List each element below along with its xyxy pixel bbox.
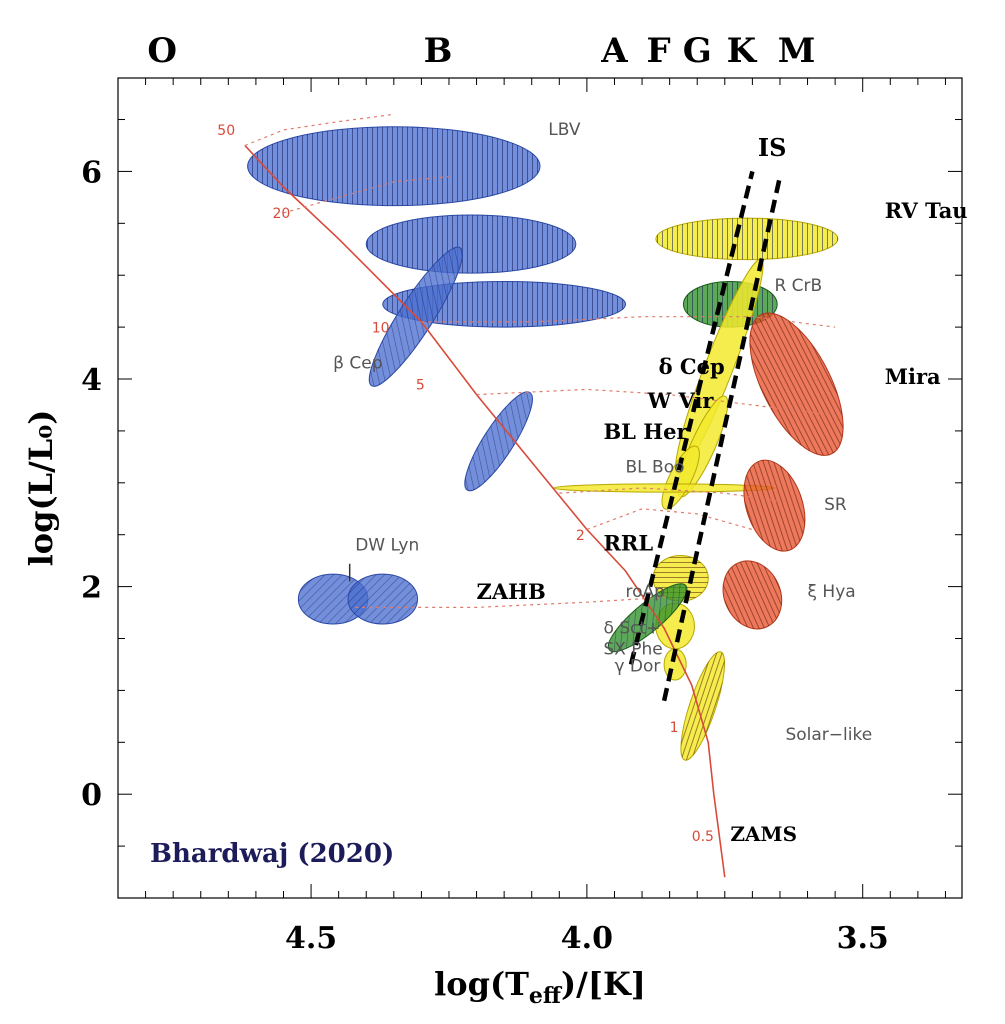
label-gamma-dor: γ Dor — [614, 657, 660, 677]
y-axis-label: log(L/L₀) — [22, 410, 60, 567]
region-solar-like — [680, 651, 726, 761]
region-hatch — [749, 312, 844, 456]
region-delta-sct — [607, 583, 688, 653]
spectral-class-g: G — [683, 31, 712, 71]
label-delta-cep: δ Cep — [659, 354, 725, 379]
region-sr — [743, 459, 806, 552]
spectral-class-o: O — [147, 31, 177, 71]
label-bl-her: BL Her — [603, 419, 688, 444]
region-zahb-right — [347, 573, 419, 625]
region-hatch — [366, 215, 576, 274]
label-solar-like: Solar−like — [785, 725, 872, 745]
credit-label: Bhardwaj (2020) — [150, 839, 394, 869]
is-label: IS — [758, 133, 787, 162]
region-hatch — [723, 560, 782, 629]
mass-label-2: 2 — [576, 528, 585, 544]
x-axis-label: log(Teff)/[K] — [434, 965, 646, 1009]
label-rv-tau: RV Tau — [885, 198, 968, 223]
region-lbv — [247, 126, 541, 207]
label-roap: roAp — [626, 582, 665, 602]
label-xi-hya: ξ Hya — [808, 582, 856, 602]
label-lbv: LBV — [548, 120, 581, 140]
region-beta-cep-lower — [464, 391, 533, 492]
region-hatch — [348, 574, 418, 624]
region-hatch — [680, 651, 725, 761]
x-tick-label: 4.5 — [285, 921, 337, 956]
label-sr: SR — [824, 495, 847, 515]
plot-border — [117, 77, 963, 899]
region-rv-tau — [655, 217, 839, 261]
evolution-track — [283, 176, 450, 214]
zams-label: ZAMS — [730, 822, 797, 846]
evolution-track — [355, 596, 670, 609]
region-shape — [553, 483, 775, 493]
region-hatch — [464, 391, 533, 491]
label-r-crb: R CrB — [774, 276, 822, 296]
region-hatch — [247, 126, 540, 206]
spectral-class-m: M — [778, 31, 816, 71]
label-mira: Mira — [885, 364, 941, 389]
spectral-class-a: A — [600, 31, 628, 71]
is-blue-edge — [628, 170, 755, 665]
label-w-vir: W Vir — [647, 388, 715, 413]
evolution-track — [586, 508, 753, 531]
y-tick-label: 4 — [81, 363, 102, 398]
label-zahb-right: ZAHB — [477, 579, 546, 604]
label-rrl: RRL — [603, 530, 653, 555]
x-tick-label: 3.5 — [837, 921, 889, 956]
region-bl-her — [661, 445, 700, 510]
label-delta-sct: δ Sct+ SX Phe — [603, 618, 662, 659]
region-hatch — [655, 218, 838, 260]
instability-strip: IS — [628, 133, 787, 702]
region-hatch — [608, 583, 687, 652]
mass-label-10: 10 — [372, 320, 390, 336]
mass-label-5: 5 — [416, 377, 425, 393]
region-labels: LBV β Cep DW Lyn ZAHB RV Tau R CrB δ Cep W Vir B… — [150, 120, 968, 869]
x-tick-label: 4.0 — [561, 921, 613, 956]
label-zahb-left: DW Lyn — [355, 535, 419, 555]
is-red-edge — [661, 176, 783, 702]
spectral-class-f: F — [647, 31, 671, 71]
region-shape — [661, 445, 700, 510]
label-beta-cep-upper: β Cep — [333, 354, 382, 374]
variable-star-regions — [247, 126, 844, 761]
plot-frame — [117, 77, 963, 899]
mass-label-0-5: 0.5 — [692, 829, 714, 845]
region-mira — [749, 312, 844, 456]
mass-label-50: 50 — [217, 123, 235, 139]
y-tick-label: 0 — [81, 778, 102, 813]
mass-label-20: 20 — [272, 206, 290, 222]
region-xi-hya — [722, 560, 783, 630]
spectral-class-b: B — [424, 31, 453, 71]
label-bl-boo: BL Boo — [626, 457, 685, 477]
y-tick-label: 2 — [81, 571, 102, 606]
zams-track: 50 20 10 5 2 1 0.5 — [217, 113, 836, 878]
mass-label-1: 1 — [670, 720, 679, 736]
y-tick-label: 6 — [81, 155, 102, 190]
region-bl-boo — [553, 483, 775, 493]
region-upper-blue-band — [365, 214, 577, 274]
region-hatch — [298, 574, 368, 624]
region-hatch — [744, 460, 805, 552]
spectral-class-k: K — [727, 31, 758, 71]
evolution-track — [421, 316, 836, 328]
